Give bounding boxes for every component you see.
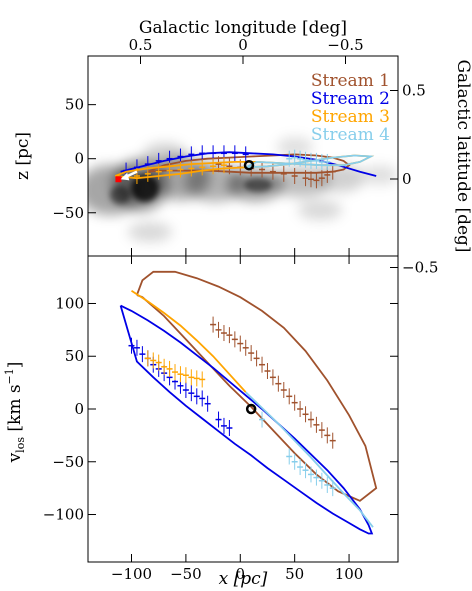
bottom-stream-2-orbit (119, 304, 374, 535)
axis-ticks: −100 −50 0 50 100 −100 −50 0 50 100 −50 0 50 0.5 0 −0.5… (43, 36, 439, 583)
top-axis-label: Galactic longitude [deg] (139, 18, 347, 38)
x-tick-label: 100 (335, 565, 364, 583)
bottom-stream-4-orbit (245, 391, 374, 528)
top-y-tick-label: 0 (74, 150, 84, 168)
x-tick-label: 50 (285, 565, 304, 583)
gas-density-map (88, 137, 398, 242)
latitude-tick-label: 0 (402, 170, 412, 188)
top-marker-circle (243, 159, 255, 171)
bottom-y-tick-label: −100 (43, 506, 84, 524)
legend-entry-stream-4: Stream 4 (311, 125, 390, 145)
right-axis-label: Galactic latitude [deg] (453, 59, 472, 252)
top-panel-plot (114, 145, 377, 189)
bottom-stream-3-orbit (131, 290, 247, 393)
direction-arrow-head (120, 172, 130, 181)
latitude-tick-label: −0.5 (402, 259, 438, 277)
bottom-y-tick-label: 0 (74, 400, 84, 418)
bottom-panel-frame (87, 255, 399, 563)
bottom-marker-circle (245, 403, 257, 415)
top-y-tick-label: 50 (65, 96, 84, 114)
longitude-tick-label: 0 (238, 36, 248, 54)
x-tick-label: −100 (111, 565, 152, 583)
top-y-tick-label: −50 (52, 204, 84, 222)
latitude-tick-label: 0.5 (402, 82, 426, 100)
legend-entry-stream-2: Stream 2 (311, 89, 390, 109)
top-marker-square (115, 176, 122, 183)
bottom-y-tick-label: −50 (52, 453, 84, 471)
x-tick-label: 0 (236, 565, 246, 583)
bottom-stream-1-orbit (136, 270, 378, 502)
top-stream-4-orbit (245, 154, 375, 169)
bottom-panel-y-axis-label: vlos [km s−1] (3, 362, 27, 464)
bottom-y-tick-label: 100 (55, 294, 84, 312)
x-axis-label: x [pc] (219, 569, 268, 589)
bottom-panel-plot (119, 270, 378, 535)
longitude-tick-label: 0.5 (129, 36, 153, 54)
legend-entry-stream-3: Stream 3 (311, 107, 390, 127)
top-panel-y-axis-label: z [pc] (13, 132, 33, 180)
longitude-tick-label: −0.5 (327, 36, 363, 54)
top-stream-1-orbit (147, 153, 351, 174)
legend-entry-stream-1: Stream 1 (311, 71, 390, 91)
bottom-y-tick-label: 50 (65, 347, 84, 365)
x-tick-label: −50 (170, 565, 202, 583)
